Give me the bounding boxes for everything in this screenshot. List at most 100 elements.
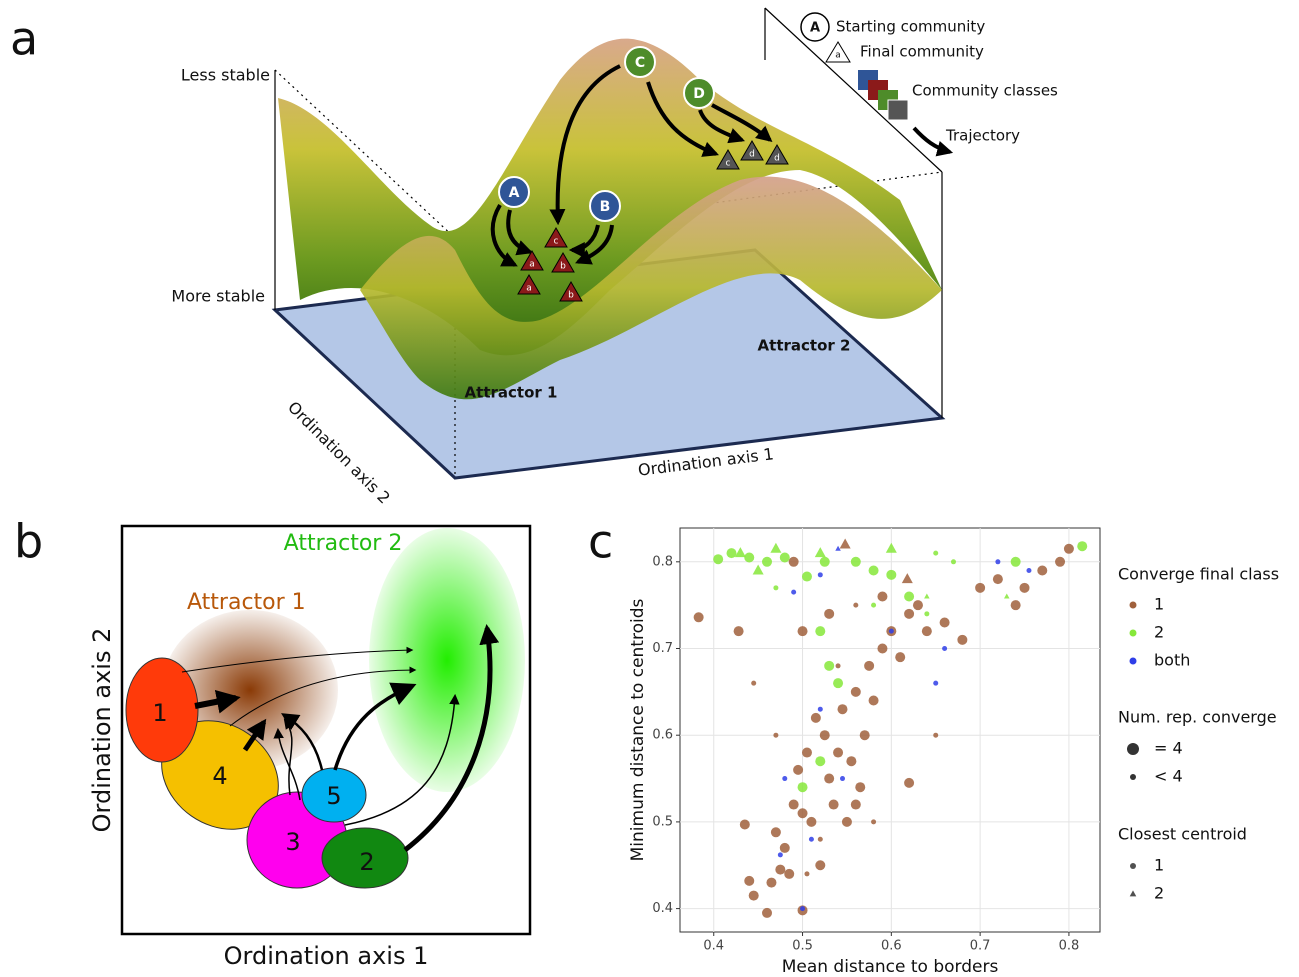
axis-label: Ordination axis 1 [224, 942, 429, 970]
point [798, 626, 808, 636]
panel-letter: c [588, 515, 613, 569]
point [933, 551, 938, 556]
point [864, 661, 874, 671]
point [789, 800, 799, 810]
point [766, 878, 776, 888]
point [802, 748, 812, 758]
class-label: 2 [359, 848, 374, 876]
point [784, 869, 794, 879]
point [818, 707, 823, 712]
point [713, 554, 723, 564]
start-node-label: B [600, 199, 611, 215]
point [853, 603, 858, 608]
point [904, 778, 914, 788]
point [922, 626, 932, 636]
point [855, 782, 865, 792]
point [1037, 565, 1047, 575]
point [951, 559, 956, 564]
point [791, 590, 796, 595]
panel-letter: b [14, 515, 43, 569]
point [871, 603, 876, 608]
y-axis-label: Minimum distance to centroids [628, 598, 648, 861]
point [762, 557, 772, 567]
point [751, 681, 756, 686]
point [798, 808, 808, 818]
start-node-label: A [509, 185, 520, 201]
point [851, 557, 861, 567]
point [1026, 568, 1031, 573]
panel-a: a Less stable More stable Ordination axi… [10, 8, 1058, 508]
point [734, 626, 744, 636]
point [836, 663, 841, 668]
point [804, 871, 809, 876]
final-node-label: b [568, 291, 574, 301]
legend-swatch [1130, 602, 1137, 609]
legend-label: = 4 [1154, 739, 1183, 758]
point [995, 559, 1000, 564]
figure: a Less stable More stable Ordination axi… [0, 0, 1299, 977]
final-node-label: c [726, 159, 731, 169]
start-node-label: D [693, 86, 705, 102]
y-tick-label: 0.4 [652, 901, 673, 916]
point [798, 782, 808, 792]
point [771, 827, 781, 837]
x-tick-label: 0.4 [703, 939, 724, 954]
point [815, 756, 825, 766]
point [818, 572, 823, 577]
axis-label: Ordination axis 2 [88, 628, 116, 833]
panel-c: c Mean distance to borders Minimum dista… [588, 515, 1279, 977]
legend-text: Starting community [836, 18, 985, 36]
point [895, 652, 905, 662]
point [924, 611, 929, 616]
point [871, 819, 876, 824]
point [904, 591, 914, 601]
legend-label: 2 [1154, 884, 1164, 903]
plot-frame [680, 528, 1100, 932]
legend-swatch [1130, 863, 1136, 869]
point [694, 612, 704, 622]
x-tick-label: 0.7 [970, 939, 991, 954]
legend-label: both [1154, 651, 1190, 670]
panel-letter: a [10, 12, 38, 66]
point [806, 817, 816, 827]
point [840, 776, 845, 781]
point [993, 574, 1003, 584]
y-tick-label: 0.5 [652, 814, 673, 829]
point [833, 678, 843, 688]
point [957, 635, 967, 645]
attractor-label: Attractor 1 [465, 384, 558, 402]
final-node-label: a [529, 260, 535, 270]
legend-swatch [1130, 890, 1137, 896]
legend-symbol-text: a [835, 51, 841, 61]
point [780, 843, 790, 853]
legend-swatch [1130, 774, 1136, 780]
point [1055, 557, 1065, 567]
legend-swatch [1127, 743, 1139, 755]
legend-label: 1 [1154, 595, 1164, 614]
legend-label: 2 [1154, 623, 1164, 642]
point [1077, 541, 1087, 551]
point [860, 730, 870, 740]
legend-symbol-text: A [810, 21, 820, 36]
point [833, 748, 843, 758]
point [811, 713, 821, 723]
point [820, 730, 830, 740]
final-node-label: d [749, 150, 755, 160]
start-node-label: C [635, 55, 645, 71]
point [762, 908, 772, 918]
legend-text: Community classes [912, 82, 1058, 100]
point [842, 817, 852, 827]
point [1011, 600, 1021, 610]
legend-title: Converge final class [1118, 565, 1279, 584]
point [773, 733, 778, 738]
legend-class [888, 100, 908, 120]
class-label: 1 [152, 699, 167, 727]
point [877, 591, 887, 601]
point [775, 865, 785, 875]
attractor-label: Attractor 1 [187, 590, 306, 615]
x-axis-label: Mean distance to borders [782, 957, 999, 977]
point [913, 600, 923, 610]
class-label: 4 [212, 762, 227, 790]
x-tick-label: 0.8 [1059, 939, 1080, 954]
